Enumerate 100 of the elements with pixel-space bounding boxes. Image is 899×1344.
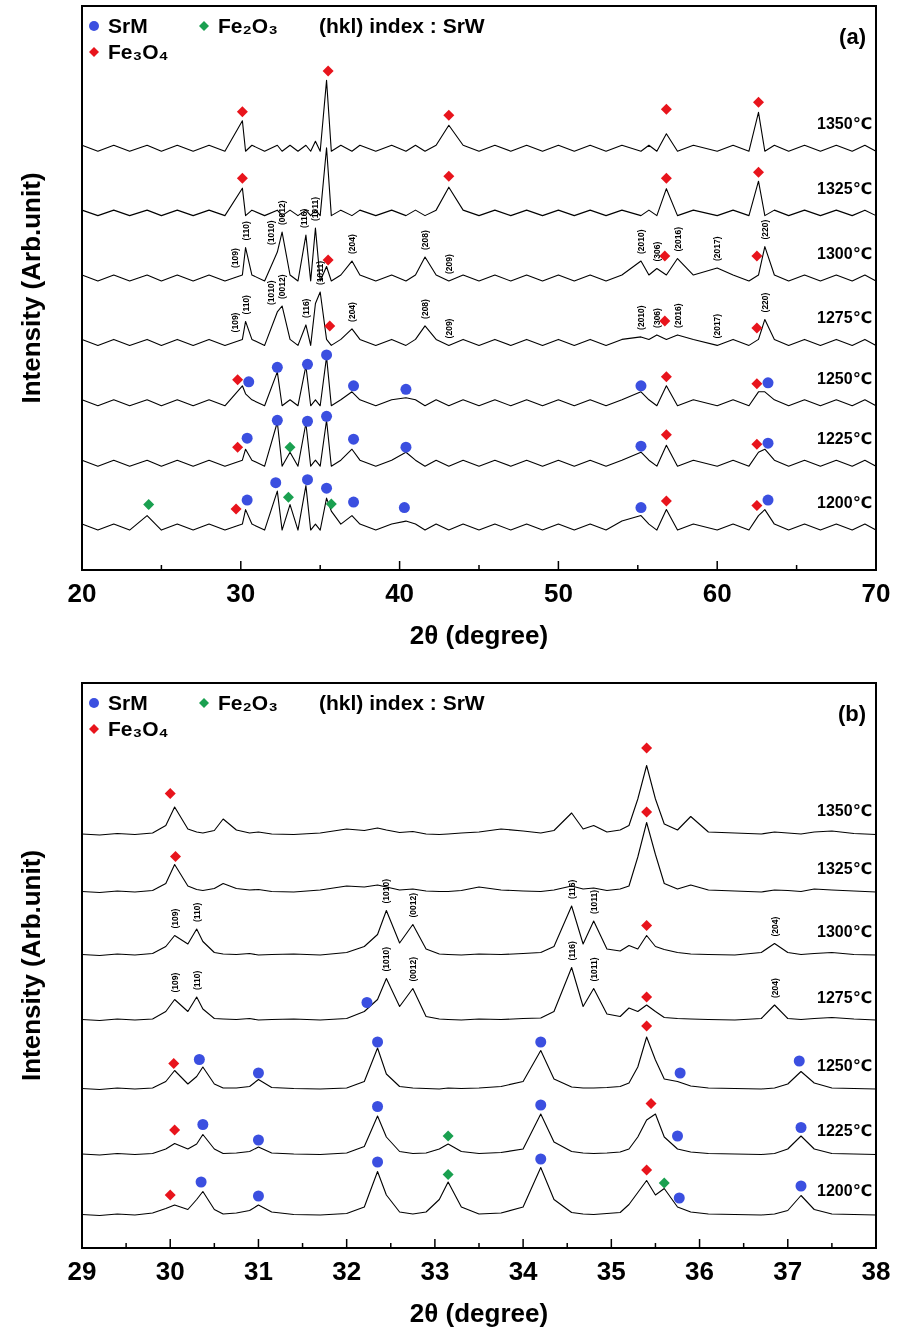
point <box>252 1190 264 1202</box>
chart-title: (b) <box>837 701 866 726</box>
annotation: (209) <box>443 254 454 275</box>
legend-label: Fe₂O₃ <box>218 14 278 37</box>
legend-label: SrM <box>108 14 148 37</box>
annotation: (110) <box>240 294 251 315</box>
annotation: (116) <box>566 879 577 899</box>
point <box>660 429 672 441</box>
annotation: (204) <box>769 916 780 937</box>
point <box>170 851 182 862</box>
point <box>400 383 412 395</box>
series-label: 1325℃ <box>817 180 872 198</box>
annotation: (1010) <box>381 946 392 972</box>
point <box>641 920 653 931</box>
x-tick-label: 35 <box>596 1256 626 1286</box>
x-tick-label: 20 <box>67 578 97 608</box>
point <box>751 378 763 390</box>
text: (hkl) index : SrW <box>319 14 485 37</box>
x-tick-label: 40 <box>385 578 415 608</box>
point <box>193 1054 205 1065</box>
point <box>751 250 763 262</box>
x-tick-label: 70 <box>861 578 891 608</box>
point <box>641 806 653 818</box>
series-label: 1300℃ <box>817 245 872 263</box>
point <box>443 170 455 182</box>
annotation: (0012) <box>277 274 288 299</box>
point <box>243 376 255 388</box>
point <box>751 322 763 334</box>
point <box>230 503 242 515</box>
y-axis-title: Intensity (Arb.unit) <box>16 172 46 404</box>
point <box>795 1180 807 1192</box>
annotation: (110) <box>191 902 202 922</box>
point <box>535 1036 547 1048</box>
series-label: 1350℃ <box>817 115 872 133</box>
point <box>793 1055 805 1067</box>
x-axis-title: 2θ (degree) <box>409 620 549 650</box>
annotation: (208) <box>420 230 431 251</box>
point <box>197 1119 209 1130</box>
point <box>398 502 410 514</box>
legend-label: Fe₃O₄ <box>108 717 169 740</box>
point <box>271 361 283 373</box>
point <box>645 1098 657 1109</box>
point <box>282 491 294 503</box>
point <box>751 438 763 450</box>
annotation: (209) <box>443 318 454 339</box>
point <box>442 1169 454 1180</box>
point <box>241 494 253 506</box>
point <box>241 432 253 444</box>
legend-label: Fe₃O₄ <box>108 40 169 63</box>
x-tick-label: 30 <box>226 578 256 608</box>
annotation: (1011) <box>588 889 599 914</box>
annotation: (116) <box>566 940 577 961</box>
annotation: (116) <box>299 208 310 229</box>
annotation: (204) <box>346 234 357 255</box>
point <box>442 1130 454 1142</box>
point <box>321 482 333 494</box>
point <box>302 474 313 486</box>
point <box>168 1058 180 1069</box>
x-tick-label: 60 <box>702 578 732 608</box>
point <box>348 496 360 508</box>
chart-title: (a) <box>839 24 866 49</box>
x-tick-label: 50 <box>543 578 573 608</box>
point <box>302 358 313 370</box>
point <box>660 103 672 115</box>
x-tick-label: 32 <box>332 1256 362 1286</box>
series-label: 1275℃ <box>817 988 872 1006</box>
point <box>535 1153 547 1165</box>
point <box>164 788 176 799</box>
series-label: 1225℃ <box>817 430 872 448</box>
text: (hkl) index : SrW <box>319 691 485 714</box>
point <box>641 1164 653 1176</box>
point <box>271 414 283 426</box>
point <box>795 1122 807 1133</box>
point <box>660 495 672 507</box>
series-label: 1200℃ <box>817 494 872 512</box>
x-axis-title: 2θ (degree) <box>409 1298 549 1328</box>
point <box>169 1124 181 1136</box>
annotation: (1010) <box>381 878 392 904</box>
series-label: 1275℃ <box>817 309 872 327</box>
x-tick-label: 36 <box>685 1256 715 1286</box>
annotation: (2010) <box>635 229 646 255</box>
point <box>641 1020 653 1032</box>
point <box>232 441 244 453</box>
point <box>674 1067 686 1079</box>
point <box>361 997 373 1008</box>
annotation: (220) <box>759 219 770 240</box>
x-tick-label: 29 <box>67 1256 97 1286</box>
y-axis-title: Intensity (Arb.unit) <box>16 849 46 1082</box>
annotation: (220) <box>759 292 770 313</box>
annotation: (306) <box>651 307 662 328</box>
point <box>236 172 248 184</box>
point <box>195 1176 207 1188</box>
x-tick-label: 33 <box>420 1256 450 1286</box>
annotation: (0012) <box>407 956 418 982</box>
point <box>673 1192 685 1204</box>
point <box>672 1130 683 1142</box>
point <box>762 437 774 449</box>
series-label: 1225℃ <box>817 1121 872 1139</box>
point <box>762 494 774 506</box>
annotation: (1011) <box>315 260 326 285</box>
